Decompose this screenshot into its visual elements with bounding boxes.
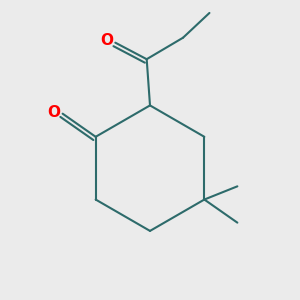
Text: O: O [100,33,113,48]
Text: O: O [47,104,60,119]
